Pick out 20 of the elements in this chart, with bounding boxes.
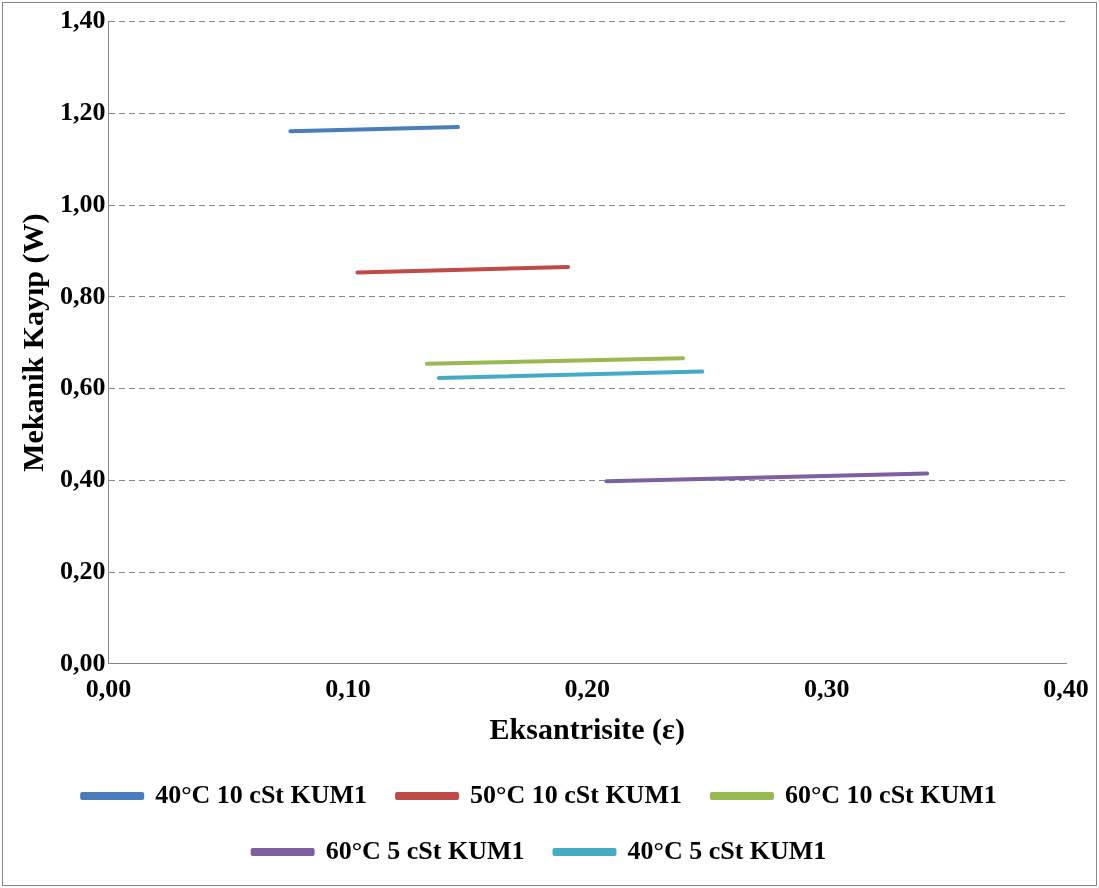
x-tick-label: 0,10 xyxy=(325,674,371,704)
x-tick-label: 0,00 xyxy=(85,674,132,704)
legend-label: 60°C 5 cSt KUM1 xyxy=(325,835,525,865)
x-tick-label: 0,30 xyxy=(803,674,850,704)
legend-label: 40°C 5 cSt KUM1 xyxy=(627,835,827,865)
y-tick-label: 1,00 xyxy=(60,188,106,218)
legend-label: 50°C 10 cSt KUM1 xyxy=(470,779,682,809)
y-tick-label: 0,20 xyxy=(60,555,106,585)
y-tick-label: 0,60 xyxy=(60,372,106,402)
y-tick-label: 1,20 xyxy=(60,97,106,127)
x-tick-label: 0,20 xyxy=(564,674,610,704)
legend-label: 40°C 10 cSt KUM1 xyxy=(155,779,368,809)
y-axis-title: Mekanik Kayıp (W) xyxy=(15,213,50,472)
y-tick-label: 0,00 xyxy=(60,647,106,677)
y-tick-label: 0,80 xyxy=(60,280,106,310)
y-tick-label: 1,40 xyxy=(60,5,106,35)
x-tick-label: 0,40 xyxy=(1043,674,1089,704)
legend-label: 60°C 10 cSt KUM1 xyxy=(784,779,997,809)
y-tick-label: 0,40 xyxy=(60,464,106,494)
x-axis-title: Eksantrisite (ε) xyxy=(489,711,685,746)
